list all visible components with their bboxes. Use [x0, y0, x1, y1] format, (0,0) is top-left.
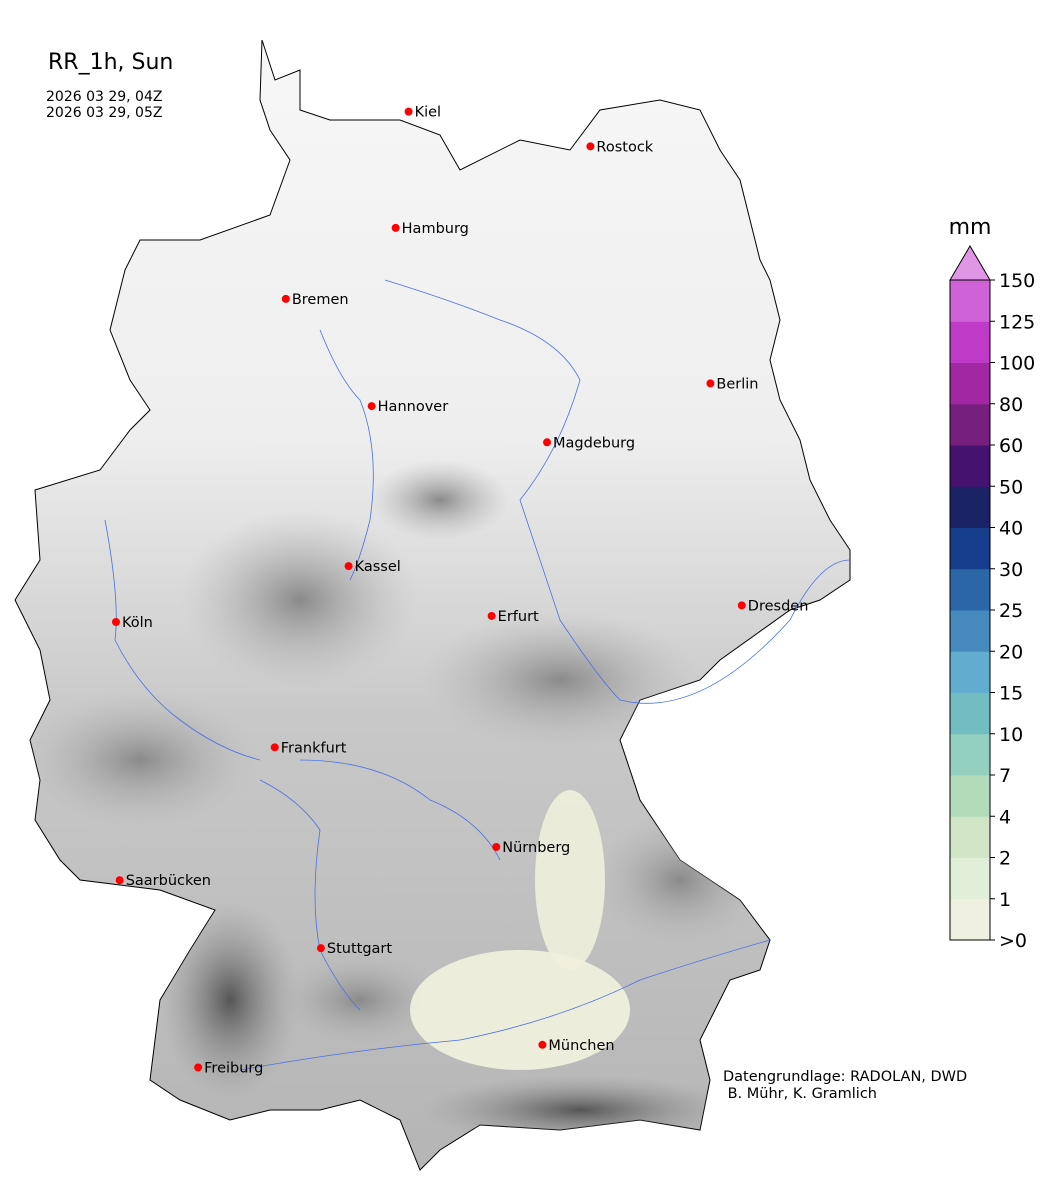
colorbar-bin [950, 568, 990, 611]
city-label: Saarbücken [126, 873, 211, 889]
colorbar-tick-label: >0 [999, 930, 1027, 952]
time-end: 2026 03 29, 05Z [46, 105, 163, 121]
city-label: Magdeburg [553, 435, 635, 451]
colorbar-tick-label: 20 [999, 641, 1023, 663]
city-marker [270, 743, 279, 752]
colorbar-tick-label: 60 [999, 435, 1023, 457]
colorbar-bin [950, 362, 990, 405]
credit-authors: B. Mühr, K. Gramlich [723, 1086, 877, 1102]
colorbar: >0 1 2 4 7 10 15 20 25 30 40 50 60 80 100 125 150 mm [949, 215, 1036, 952]
city-label: Stuttgart [327, 941, 393, 957]
city-marker [115, 876, 124, 885]
colorbar-tick-label: 2 [999, 848, 1011, 870]
cities: Kiel Rostock Hamburg Bremen Berlin Hannover Ma… [112, 105, 809, 1076]
city-label: Hamburg [402, 221, 469, 237]
colorbar-tick-label: 25 [999, 600, 1023, 622]
colorbar-tick-label: 80 [999, 394, 1023, 416]
city-marker [367, 402, 376, 411]
city-marker [316, 944, 325, 953]
colorbar-bin [950, 445, 990, 487]
credit-source: Datengrundlage: RADOLAN, DWD [723, 1069, 968, 1085]
city-marker [737, 601, 746, 610]
colorbar-extend-arrow [949, 245, 991, 281]
colorbar-bin [950, 527, 990, 570]
colorbar-bin [950, 775, 990, 817]
colorbar-bin [950, 857, 990, 900]
city-marker [391, 223, 400, 232]
colorbar-tick-label: 100 [999, 353, 1035, 375]
city-label: Hannover [378, 399, 449, 415]
city-label: Bremen [292, 292, 349, 308]
city-label: Erfurt [498, 609, 539, 625]
colorbar-bin [950, 898, 990, 941]
colorbar-bin [950, 651, 990, 693]
city-label: Frankfurt [281, 740, 347, 756]
colorbar-tick-label: 15 [999, 683, 1023, 705]
city-marker [487, 611, 496, 620]
colorbar-bin [950, 321, 990, 363]
rivers [104, 279, 851, 1071]
colorbar-tick-label: 50 [999, 476, 1023, 498]
city-marker [492, 842, 501, 851]
colorbar-tick-label: 150 [999, 270, 1035, 292]
city-label: Köln [122, 615, 153, 631]
colorbar-tick-label: 30 [999, 559, 1023, 581]
colorbar-tick-label: 1 [999, 889, 1011, 911]
colorbar-bin [950, 733, 990, 776]
city-marker [706, 379, 715, 388]
city-label: Dresden [748, 598, 809, 614]
city-label: Berlin [716, 376, 758, 392]
colorbar-bin [950, 280, 990, 322]
city-marker [404, 107, 413, 116]
colorbar-tick-label: 7 [999, 765, 1011, 787]
city-marker [538, 1040, 547, 1049]
city-marker [194, 1063, 203, 1072]
colorbar-bin [950, 486, 990, 528]
colorbar-bin [950, 610, 990, 652]
city-label: Nürnberg [502, 840, 570, 856]
city-marker [543, 438, 552, 447]
city-marker [281, 294, 290, 303]
city-marker [112, 618, 120, 626]
colorbar-tick-label: 125 [999, 311, 1035, 333]
colorbar-tick-label: 10 [999, 724, 1023, 746]
city-marker [586, 142, 595, 151]
colorbar-tick-label: 4 [999, 806, 1011, 828]
colorbar-tick-label: 40 [999, 518, 1023, 540]
city-label: München [548, 1038, 614, 1054]
colorbar-unit: mm [949, 215, 992, 240]
city-label: Kassel [355, 559, 401, 575]
map-title: RR_1h, Sun [48, 50, 174, 75]
city-label: Kiel [415, 105, 442, 121]
city-label: Rostock [596, 139, 653, 155]
time-start: 2026 03 29, 04Z [46, 89, 163, 105]
city-label: Freiburg [204, 1060, 263, 1076]
colorbar-bin [950, 692, 990, 735]
colorbar-bin [950, 816, 990, 858]
precip-area [410, 950, 630, 1070]
city-marker [344, 562, 353, 571]
colorbar-bin [950, 403, 990, 446]
